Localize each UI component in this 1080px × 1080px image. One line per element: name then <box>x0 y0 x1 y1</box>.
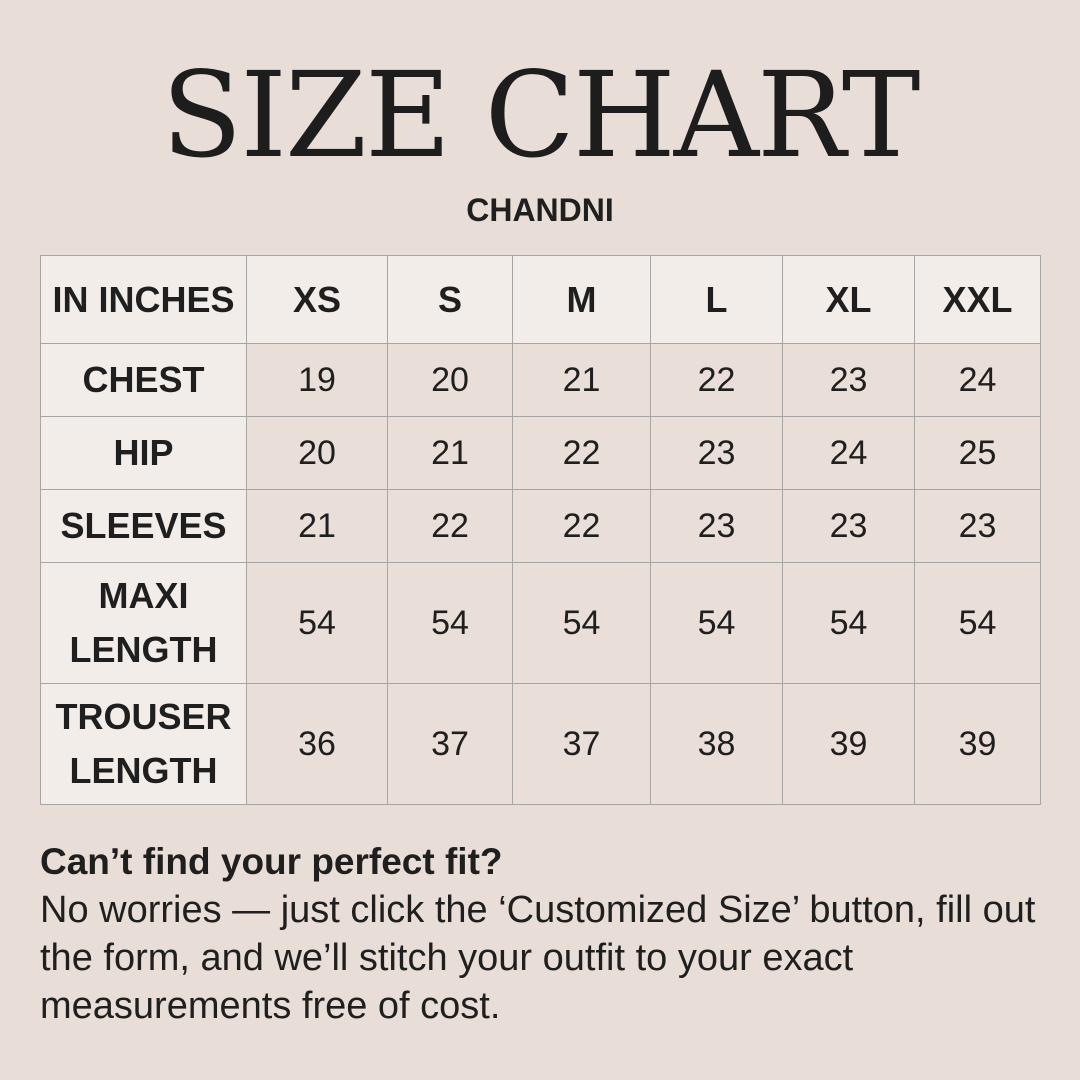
size-header: L <box>650 255 783 344</box>
measurement-value: 20 <box>387 343 513 417</box>
table-row: MAXI LENGTH 54 54 54 54 54 54 <box>40 562 1041 684</box>
measurement-value: 39 <box>914 683 1041 805</box>
size-header: XXL <box>914 255 1041 344</box>
measurement-value: 23 <box>782 343 915 417</box>
measurement-value: 24 <box>782 416 915 490</box>
measurement-label: TROUSER LENGTH <box>40 683 247 805</box>
measurement-value: 54 <box>512 562 651 684</box>
measurement-value: 23 <box>782 489 915 563</box>
page-title: SIZE CHART <box>161 46 921 184</box>
measurement-value: 23 <box>650 489 783 563</box>
size-header: M <box>512 255 651 344</box>
custom-fit-note: Can’t find your perfect fit? No worries … <box>40 838 1050 1030</box>
measurement-label: CHEST <box>40 343 247 417</box>
measurement-value: 23 <box>650 416 783 490</box>
measurement-value: 22 <box>512 489 651 563</box>
measurement-value: 37 <box>387 683 513 805</box>
measurement-value: 36 <box>246 683 388 805</box>
measurement-value: 20 <box>246 416 388 490</box>
table-row: SLEEVES 21 22 22 23 23 23 <box>40 489 1041 563</box>
measurement-value: 24 <box>914 343 1041 417</box>
measurement-value: 54 <box>387 562 513 684</box>
measurement-value: 54 <box>782 562 915 684</box>
measurement-value: 22 <box>650 343 783 417</box>
measurement-value: 22 <box>387 489 513 563</box>
measurement-value: 25 <box>914 416 1041 490</box>
measurement-value: 38 <box>650 683 783 805</box>
measurement-label: MAXI LENGTH <box>40 562 247 684</box>
size-header: S <box>387 255 513 344</box>
measurement-value: 37 <box>512 683 651 805</box>
note-heading: Can’t find your perfect fit? <box>40 841 503 882</box>
header-row: IN INCHES XS S M L XL XXL <box>40 255 1041 344</box>
table-row: CHEST 19 20 21 22 23 24 <box>40 343 1041 417</box>
measurement-value: 54 <box>914 562 1041 684</box>
measurement-value: 21 <box>246 489 388 563</box>
measurement-label: HIP <box>40 416 247 490</box>
size-header: XS <box>246 255 388 344</box>
measurement-value: 54 <box>650 562 783 684</box>
size-header: XL <box>782 255 915 344</box>
measurement-value: 22 <box>512 416 651 490</box>
unit-header: IN INCHES <box>40 255 247 344</box>
size-table: IN INCHES XS S M L XL XXL CHEST 19 20 21 22 2… <box>40 255 1041 805</box>
measurement-value: 39 <box>782 683 915 805</box>
measurement-label: SLEEVES <box>40 489 247 563</box>
measurement-value: 23 <box>914 489 1041 563</box>
table-row: HIP 20 21 22 23 24 25 <box>40 416 1041 490</box>
measurement-value: 21 <box>387 416 513 490</box>
measurement-value: 21 <box>512 343 651 417</box>
measurement-value: 19 <box>246 343 388 417</box>
note-body: No worries — just click the ‘Customized … <box>40 889 1036 1027</box>
measurement-value: 54 <box>246 562 388 684</box>
product-name: CHANDNI <box>466 192 614 228</box>
table-row: TROUSER LENGTH 36 37 37 38 39 39 <box>40 683 1041 805</box>
